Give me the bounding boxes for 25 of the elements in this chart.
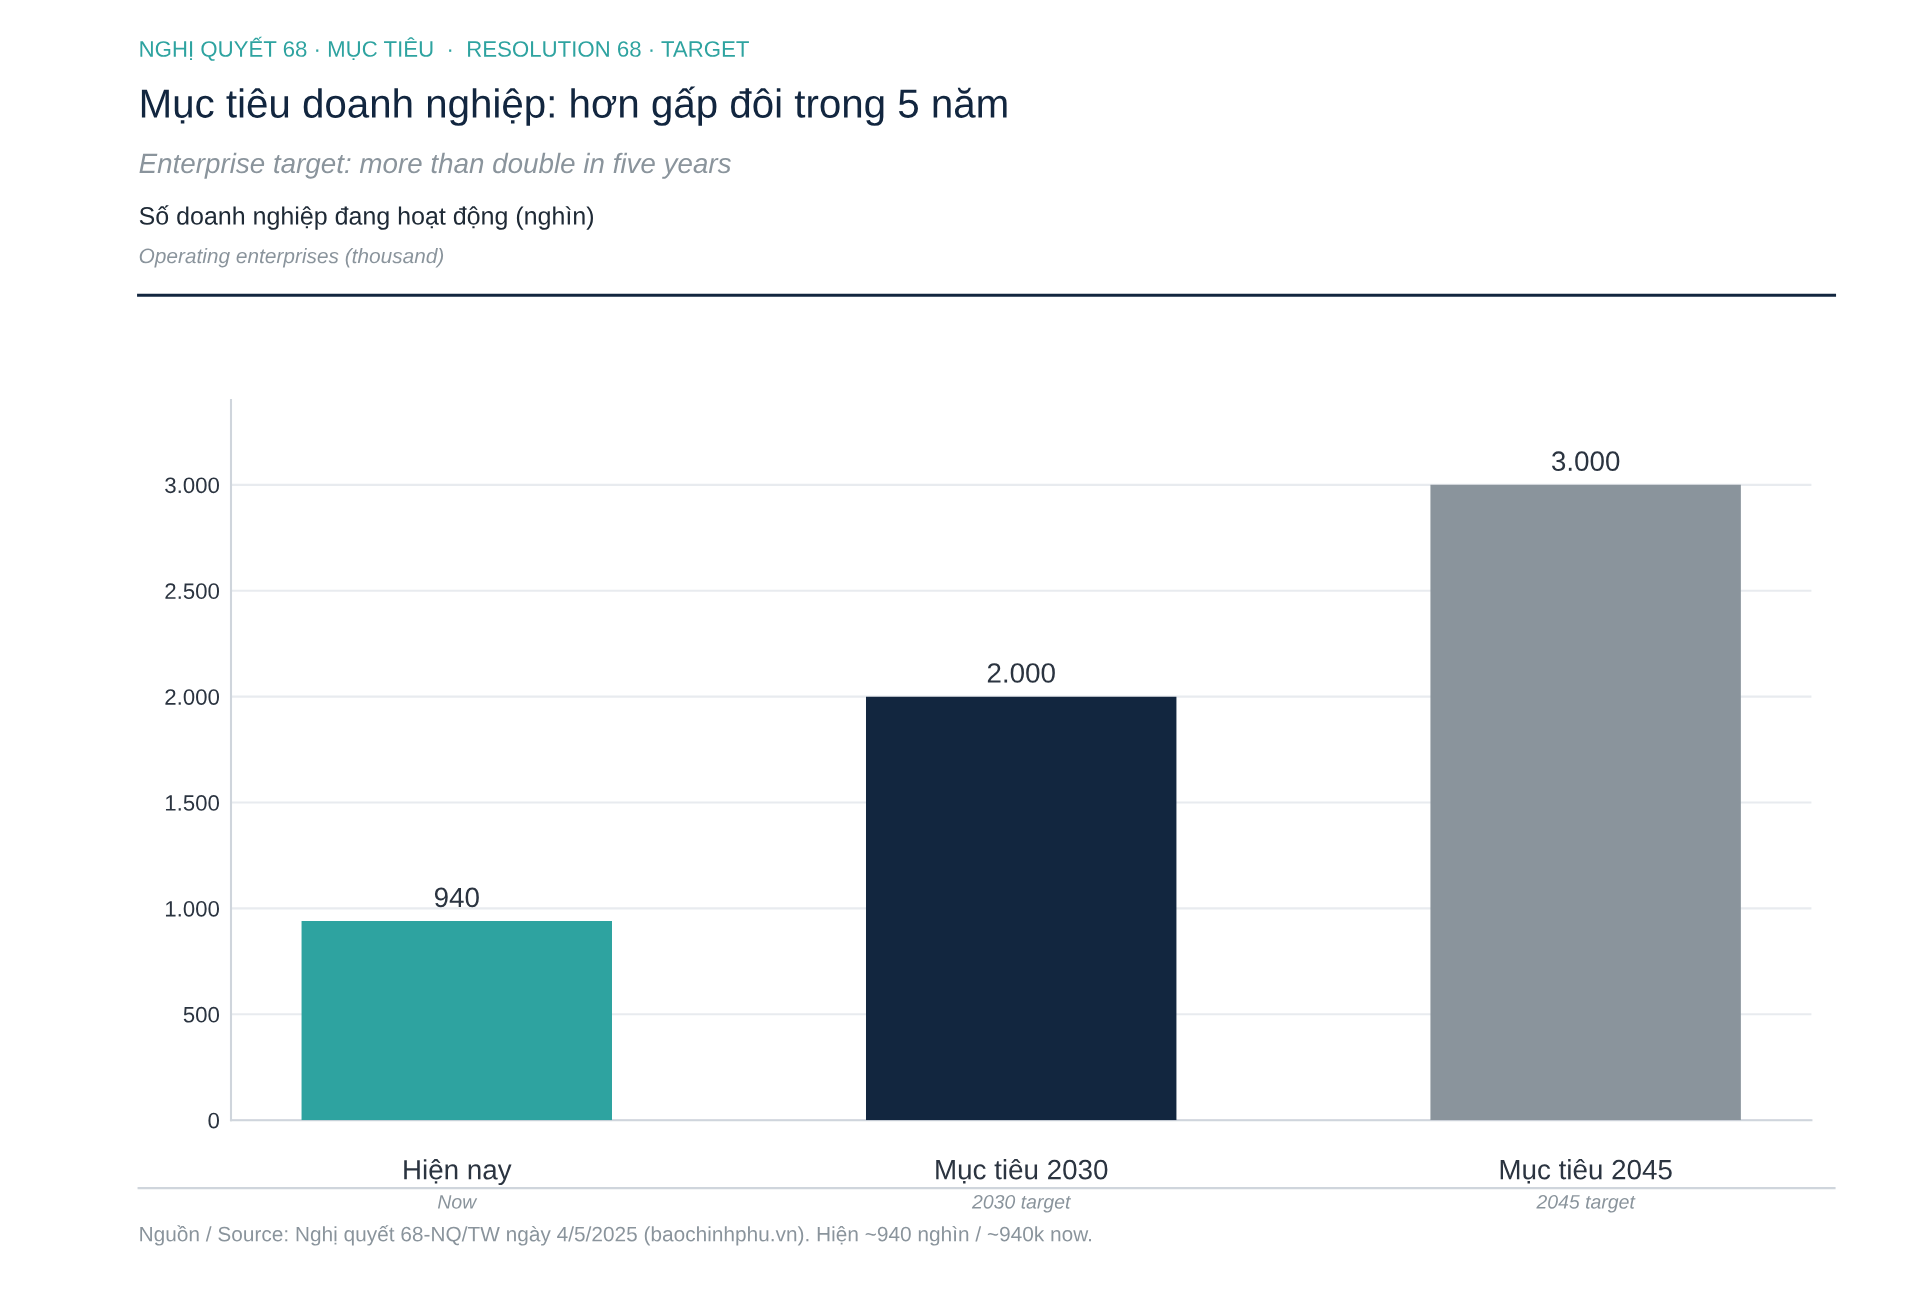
y-tick-label: 500 (183, 1006, 220, 1023)
y-tick-label: 3.000 (165, 477, 220, 494)
bar (865, 696, 1177, 1121)
bar (301, 921, 612, 1121)
chart-subtitle: Enterprise target: more than double in five years (139, 152, 731, 179)
data-label: 3.000 (1551, 451, 1620, 472)
bar (1430, 484, 1741, 1121)
text: Operating enterprises (thousand) (139, 247, 444, 268)
text: Now (437, 1195, 478, 1209)
data-label: 940 (434, 887, 479, 908)
text: Số doanh nghiệp đang hoạt động (nghìn) (139, 205, 593, 230)
y-tick-label: 0 (208, 1112, 220, 1129)
x-tick-label: Mục tiêu 2030 (936, 1158, 1108, 1184)
text: NGHỊ QUYẾT 68 · MỤC TIÊU · RESOLUTION 68 · TARGET (140, 36, 749, 61)
text: 2030 target (971, 1194, 1072, 1213)
text: Nguồn / Source: Nghị quyết 68-NQ/TW ngày 4/5/2025 (baochinhphu.vn). Hiện ~940 nghìn / ~940k now. (140, 1225, 1092, 1246)
x-tick-label: Mục tiêu 2045 (1500, 1158, 1672, 1184)
y-tick-label: 2.500 (165, 583, 220, 600)
y-tick-label: 2.000 (165, 689, 220, 705)
chart-title: Mục tiêu doanh nghiệp: hơn gấp đôi trong 5 năm (141, 86, 1007, 126)
text: 2045 target (1536, 1194, 1636, 1213)
y-tick-label: 1.000 (165, 900, 220, 917)
x-tick-label: Hiện nay (404, 1159, 512, 1186)
data-label: 2.000 (987, 663, 1055, 683)
y-tick-label: 1.500 (165, 795, 220, 811)
